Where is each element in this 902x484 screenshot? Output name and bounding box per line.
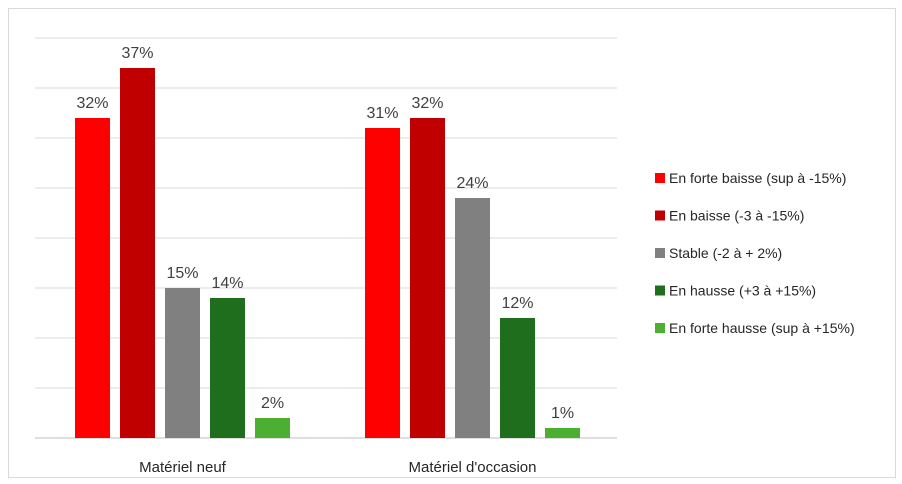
bar: [120, 68, 155, 438]
data-labels: 32% 37% 15% 14% 2% 31% 32% 24% 12% 1%: [76, 45, 574, 422]
legend-entry: En baisse (-3 à -15%): [669, 208, 804, 224]
bar: [455, 198, 490, 438]
bar: [255, 418, 290, 438]
data-label: 14%: [211, 275, 243, 292]
bar: [165, 288, 200, 438]
data-label: 24%: [456, 175, 488, 192]
bar: [500, 318, 535, 438]
legend: En forte baisse (sup à -15%) En baisse (-…: [655, 170, 855, 336]
legend-swatch: [655, 248, 665, 258]
data-label: 37%: [121, 45, 153, 62]
legend-swatch: [655, 210, 665, 221]
data-label: 31%: [366, 105, 398, 122]
category-label: Matériel d'occasion: [409, 459, 537, 476]
data-label: 32%: [76, 95, 108, 112]
legend-entry: En forte hausse (sup à +15%): [669, 320, 855, 336]
legend-swatch: [655, 285, 665, 296]
bar: [75, 118, 110, 438]
data-label: 12%: [501, 295, 533, 312]
bars: [75, 68, 580, 438]
data-label: 1%: [551, 405, 574, 422]
data-label: 32%: [411, 95, 443, 112]
legend-entry: Stable (-2 à + 2%): [669, 245, 782, 261]
data-label: 15%: [166, 265, 198, 282]
bar: [545, 428, 580, 438]
chart-frame: [8, 8, 896, 478]
legend-entry: En forte baisse (sup à -15%): [669, 170, 846, 186]
bar: [210, 298, 245, 438]
legend-swatch: [655, 323, 665, 333]
bar: [410, 118, 445, 438]
category-label: Matériel neuf: [139, 459, 227, 476]
bar: [365, 128, 400, 438]
data-label: 2%: [261, 395, 284, 412]
category-labels: Matériel neuf Matériel d'occasion: [139, 459, 536, 476]
legend-entry: En hausse (+3 à +15%): [669, 283, 816, 299]
legend-swatch: [655, 173, 665, 183]
